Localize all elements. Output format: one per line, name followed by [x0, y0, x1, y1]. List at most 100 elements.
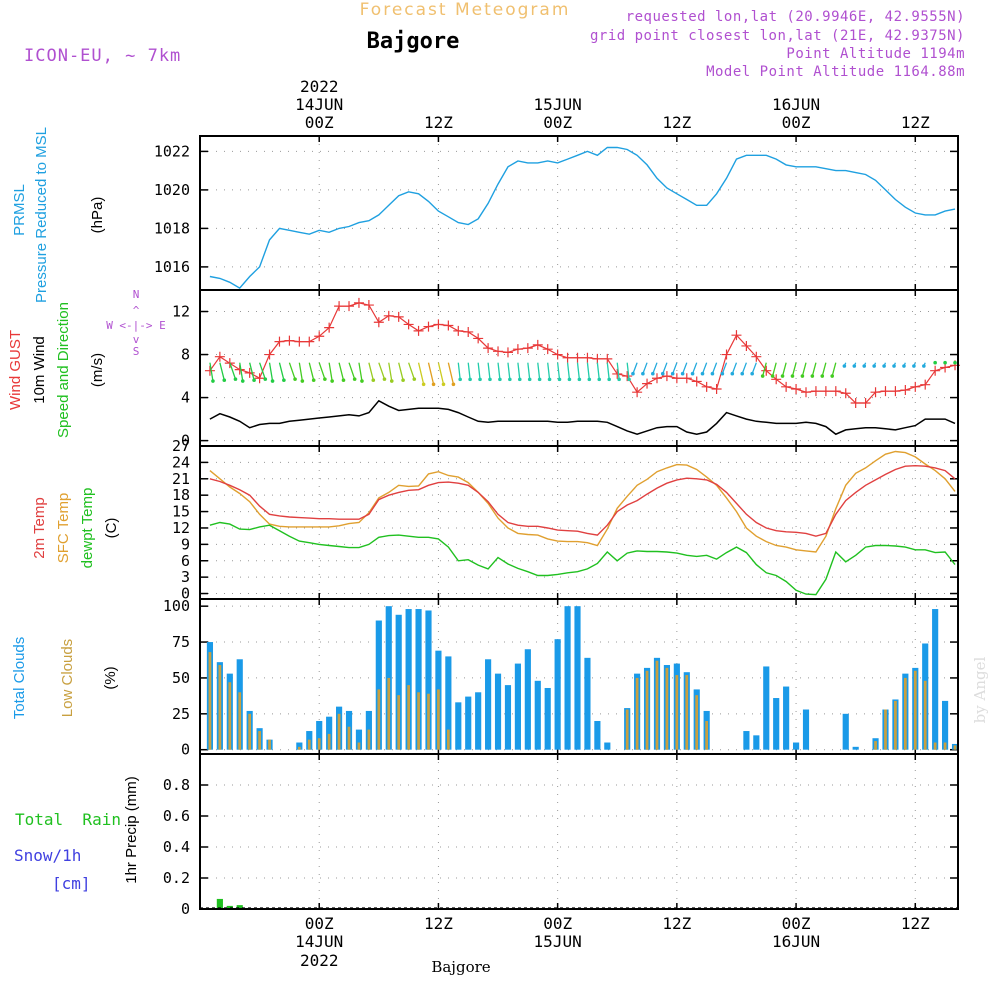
- total-cloud-bar: [445, 656, 452, 750]
- top-time-label: 12Z: [662, 113, 691, 132]
- wind-arrow-head: [862, 364, 867, 368]
- prmsl-label: PRMSL: [11, 184, 28, 236]
- total-rain-label: Total Rain: [15, 810, 121, 829]
- y-tick-label: 0.8: [163, 776, 190, 794]
- gust-marker: [334, 301, 345, 312]
- wind-direction-arrow: [751, 362, 757, 374]
- wind-arrow-head: [488, 377, 492, 382]
- wind-arrow-head: [222, 378, 227, 383]
- total-cloud-bar: [842, 713, 849, 750]
- wind-direction-arrow: [781, 362, 787, 377]
- wind-direction-arrow: [741, 362, 748, 374]
- bottom-date-label: 14JUN: [295, 932, 343, 951]
- gust-marker: [294, 336, 305, 347]
- y-tick-label: 12: [172, 519, 190, 537]
- low-cloud-bar: [377, 689, 381, 750]
- gust-marker: [493, 346, 504, 357]
- wind-direction-arrow: [447, 362, 455, 385]
- low-cloud-bar: [387, 677, 391, 750]
- wind-arrow-head: [641, 371, 645, 376]
- low-cloud-bar: [347, 726, 351, 750]
- wind-arrow-head: [401, 378, 405, 383]
- gust-marker: [920, 379, 931, 390]
- gust-marker: [741, 340, 752, 351]
- total-cloud-bar: [792, 742, 800, 750]
- compass-arrow-up: ^: [133, 304, 140, 317]
- gust-marker: [254, 373, 265, 384]
- low-cloud-bar: [317, 738, 321, 750]
- gust-marker: [453, 325, 464, 336]
- wind-arrow-head: [478, 377, 482, 382]
- low-cloud-bar: [884, 709, 887, 750]
- wind-arrow-head: [740, 371, 745, 376]
- temp-unit: (C): [103, 518, 120, 539]
- requested-coords: requested lon,lat (20.9946E, 42.9555N): [626, 9, 965, 25]
- total-cloud-bar: [594, 720, 601, 750]
- wind-direction-arrow: [771, 362, 777, 377]
- wind-direction-arrow: [318, 362, 326, 380]
- wind-direction-arrow: [229, 362, 237, 380]
- wind-direction-arrow: [527, 362, 531, 380]
- wind-arrow-head: [441, 382, 446, 387]
- total-cloud-bar: [544, 687, 551, 750]
- panel-2: 0 4 8 12: [172, 290, 958, 450]
- wind-direction-arrow: [477, 362, 481, 380]
- low-cloud-bar: [685, 675, 689, 750]
- wind-arrow-head: [382, 377, 387, 381]
- gust-marker: [860, 397, 871, 408]
- wind-arrow-head: [820, 374, 825, 378]
- bottom-date-label: 16JUN: [772, 932, 820, 951]
- wind-arrow-head: [577, 377, 582, 382]
- pressure-line: [209, 146, 956, 289]
- y-tick-label: 0: [181, 900, 190, 918]
- gust-marker: [363, 300, 374, 311]
- total-clouds-label: Total Clouds: [11, 637, 28, 720]
- total-cloud-bar: [534, 680, 541, 750]
- bottom-time-label: 00Z: [782, 914, 811, 933]
- low-cloud-bar: [238, 692, 242, 750]
- gust-marker: [731, 330, 742, 341]
- gust-marker: [552, 349, 563, 360]
- y-tick-label: 0: [181, 432, 190, 450]
- low-cloud-bar: [427, 693, 430, 750]
- wind-arrow-head: [537, 377, 542, 382]
- low-cloud-bar: [625, 709, 629, 750]
- wind-arrow-head: [517, 377, 522, 382]
- wind-direction-arrow: [288, 362, 296, 380]
- y-tick-label: 100: [163, 597, 190, 615]
- rain-bar: [216, 898, 223, 909]
- wind-arrow-head: [700, 371, 705, 376]
- total-cloud-bar: [355, 729, 363, 750]
- total-cloud-bar: [932, 609, 939, 750]
- low-cloud-bar: [635, 677, 639, 750]
- wind-arrow-head: [371, 378, 376, 383]
- wind-direction-arrow: [556, 362, 561, 380]
- gust-marker: [850, 397, 861, 408]
- low-cloud-bar: [307, 739, 311, 750]
- rain-bar: [226, 905, 233, 909]
- low-cloud-bar: [675, 675, 679, 750]
- low-cloud-bar: [645, 670, 649, 750]
- total-cloud-bar: [773, 698, 780, 750]
- wind-direction-arrow: [298, 362, 303, 382]
- wind-arrow-head: [240, 379, 245, 383]
- low-cloud-bar: [208, 652, 212, 750]
- rain-bar: [236, 905, 243, 909]
- top-date-label: 14JUN: [295, 95, 343, 114]
- wind-direction-arrow: [606, 362, 610, 380]
- gust-marker: [383, 310, 394, 321]
- gust-marker: [344, 301, 355, 312]
- y-tick-label: 18: [172, 486, 190, 504]
- wind-direction-arrow: [427, 362, 435, 385]
- wind-arrow-head: [810, 374, 815, 378]
- y-tick-label: 1022: [154, 142, 190, 160]
- low-cloud-bar: [923, 680, 927, 750]
- total-cloud-bar: [743, 731, 750, 750]
- total-cloud-bar: [465, 696, 472, 750]
- watermark: by Angel: [971, 656, 989, 723]
- bottom-time-label: 12Z: [662, 914, 691, 933]
- y-tick-label: 8: [181, 346, 190, 364]
- wind-direction-arrow: [368, 362, 374, 381]
- model-altitude: Model Point Altitude 1164.88m: [706, 64, 965, 80]
